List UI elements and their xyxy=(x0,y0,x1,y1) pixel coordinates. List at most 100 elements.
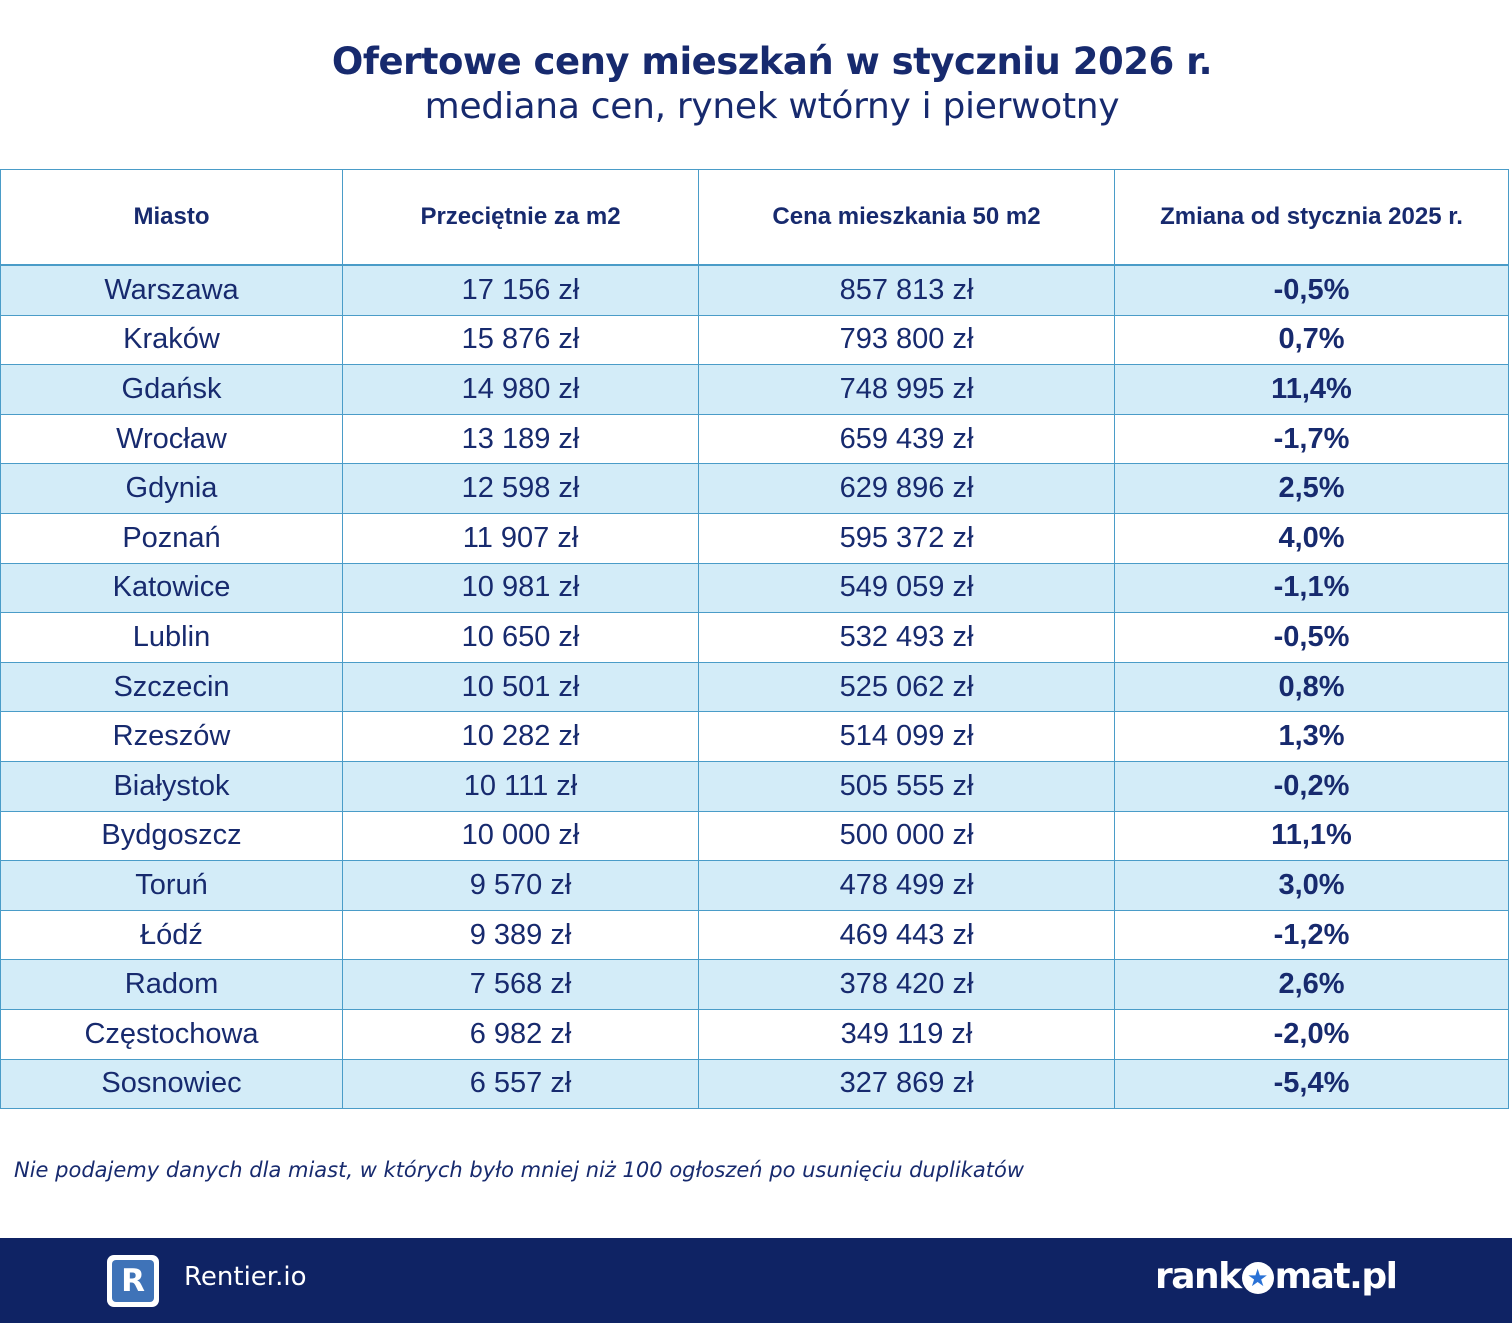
table-row: Radom 7 568 zł 378 420 zł 2,6% xyxy=(0,959,1509,1010)
cell-city: Toruń xyxy=(0,860,343,911)
table-row: Poznań 11 907 zł 595 372 zł 4,0% xyxy=(0,512,1509,564)
cell-price-50m2: 549 059 zł xyxy=(698,562,1115,614)
footer-bar: R Rentier.io rank ★ mat.pl xyxy=(0,1238,1512,1323)
cell-change: 1,3% xyxy=(1114,711,1509,762)
cell-city: Bydgoszcz xyxy=(0,810,343,862)
cell-city: Poznań xyxy=(0,512,343,564)
table-row: Częstochowa 6 982 zł 349 119 zł -2,0% xyxy=(0,1008,1509,1060)
cell-change: 4,0% xyxy=(1114,512,1509,564)
table-row: Rzeszów 10 282 zł 514 099 zł 1,3% xyxy=(0,711,1509,762)
cell-price-50m2: 748 995 zł xyxy=(698,364,1115,415)
cell-city: Sosnowiec xyxy=(0,1058,343,1110)
table-row: Bydgoszcz 10 000 zł 500 000 zł 11,1% xyxy=(0,810,1509,862)
cell-price-per-m2: 7 568 zł xyxy=(342,959,699,1010)
column-header-price-per-m2: Przeciętnie za m2 xyxy=(342,169,699,266)
cell-change: 11,4% xyxy=(1114,364,1509,415)
cell-change: 2,6% xyxy=(1114,959,1509,1010)
rankomat-logo-text-start: rank xyxy=(1155,1256,1242,1297)
cell-price-50m2: 469 443 zł xyxy=(698,909,1115,961)
cell-change: -0,2% xyxy=(1114,760,1509,812)
cell-price-per-m2: 6 557 zł xyxy=(342,1058,699,1110)
cell-price-per-m2: 6 982 zł xyxy=(342,1008,699,1060)
cell-price-50m2: 793 800 zł xyxy=(698,314,1115,366)
table-row: Kraków 15 876 zł 793 800 zł 0,7% xyxy=(0,314,1509,366)
cell-price-per-m2: 10 000 zł xyxy=(342,810,699,862)
column-header-change: Zmiana od stycznia 2025 r. xyxy=(1114,169,1509,266)
table-row: Katowice 10 981 zł 549 059 zł -1,1% xyxy=(0,562,1509,614)
table-row: Gdańsk 14 980 zł 748 995 zł 11,4% xyxy=(0,364,1509,415)
column-header-city: Miasto xyxy=(0,169,343,266)
rankomat-logo: rank ★ mat.pl xyxy=(1155,1256,1398,1297)
cell-city: Lublin xyxy=(0,612,343,663)
cell-price-50m2: 857 813 zł xyxy=(698,264,1115,316)
cell-price-per-m2: 10 501 zł xyxy=(342,661,699,713)
cell-change: 3,0% xyxy=(1114,860,1509,911)
rentier-logo-icon: R xyxy=(107,1255,159,1307)
table-row: Białystok 10 111 zł 505 555 zł -0,2% xyxy=(0,760,1509,812)
cell-price-per-m2: 11 907 zł xyxy=(342,512,699,564)
table-header-row: Miasto Przeciętnie za m2 Cena mieszkania… xyxy=(0,169,1509,266)
rentier-brand-name: Rentier.io xyxy=(184,1262,307,1292)
cell-price-per-m2: 15 876 zł xyxy=(342,314,699,366)
cell-city: Białystok xyxy=(0,760,343,812)
cell-price-50m2: 525 062 zł xyxy=(698,661,1115,713)
cell-price-50m2: 327 869 zł xyxy=(698,1058,1115,1110)
cell-price-per-m2: 9 389 zł xyxy=(342,909,699,961)
cell-city: Warszawa xyxy=(0,264,343,316)
cell-price-per-m2: 17 156 zł xyxy=(342,264,699,316)
cell-price-50m2: 500 000 zł xyxy=(698,810,1115,862)
table-body: Warszawa 17 156 zł 857 813 zł -0,5% Kraków 15… xyxy=(0,264,1509,1110)
table-row: Warszawa 17 156 zł 857 813 zł -0,5% xyxy=(0,264,1509,316)
cell-change: 0,8% xyxy=(1114,661,1509,713)
rentier-logo-letter: R xyxy=(112,1260,154,1302)
cell-price-per-m2: 12 598 zł xyxy=(342,463,699,514)
table-row: Lublin 10 650 zł 532 493 zł -0,5% xyxy=(0,612,1509,663)
cell-change: -1,2% xyxy=(1114,909,1509,961)
cell-price-per-m2: 14 980 zł xyxy=(342,364,699,415)
cell-change: 11,1% xyxy=(1114,810,1509,862)
column-header-price-50m2: Cena mieszkania 50 m2 xyxy=(698,169,1115,266)
cell-city: Wrocław xyxy=(0,413,343,465)
table-row: Gdynia 12 598 zł 629 896 zł 2,5% xyxy=(0,463,1509,514)
cell-price-50m2: 349 119 zł xyxy=(698,1008,1115,1060)
cell-price-50m2: 514 099 zł xyxy=(698,711,1115,762)
cell-price-50m2: 532 493 zł xyxy=(698,612,1115,663)
cell-city: Katowice xyxy=(0,562,343,614)
cell-city: Częstochowa xyxy=(0,1008,343,1060)
price-table: Miasto Przeciętnie za m2 Cena mieszkania… xyxy=(0,169,1509,1110)
header: Ofertowe ceny mieszkań w styczniu 2026 r… xyxy=(0,0,1512,168)
cell-price-50m2: 629 896 zł xyxy=(698,463,1115,514)
cell-city: Kraków xyxy=(0,314,343,366)
table-row: Łódź 9 389 zł 469 443 zł -1,2% xyxy=(0,909,1509,961)
cell-city: Gdynia xyxy=(0,463,343,514)
cell-price-50m2: 478 499 zł xyxy=(698,860,1115,911)
cell-city: Szczecin xyxy=(0,661,343,713)
rankomat-star-icon: ★ xyxy=(1241,1262,1274,1294)
cell-city: Gdańsk xyxy=(0,364,343,415)
cell-change: -0,5% xyxy=(1114,612,1509,663)
cell-price-per-m2: 10 282 zł xyxy=(342,711,699,762)
cell-change: 0,7% xyxy=(1114,314,1509,366)
cell-price-50m2: 378 420 zł xyxy=(698,959,1115,1010)
table-row: Szczecin 10 501 zł 525 062 zł 0,8% xyxy=(0,661,1509,713)
cell-change: -1,1% xyxy=(1114,562,1509,614)
cell-city: Łódź xyxy=(0,909,343,961)
cell-change: -2,0% xyxy=(1114,1008,1509,1060)
table-row: Toruń 9 570 zł 478 499 zł 3,0% xyxy=(0,860,1509,911)
cell-price-per-m2: 10 981 zł xyxy=(342,562,699,614)
rankomat-logo-text-end: mat.pl xyxy=(1274,1256,1398,1297)
page-title: Ofertowe ceny mieszkań w styczniu 2026 r… xyxy=(331,40,1213,83)
cell-change: -1,7% xyxy=(1114,413,1509,465)
footnote: Nie podajemy danych dla miast, w których… xyxy=(14,1158,1025,1182)
cell-change: -5,4% xyxy=(1114,1058,1509,1110)
cell-price-50m2: 595 372 zł xyxy=(698,512,1115,564)
cell-price-per-m2: 13 189 zł xyxy=(342,413,699,465)
cell-price-50m2: 659 439 zł xyxy=(698,413,1115,465)
table-row: Sosnowiec 6 557 zł 327 869 zł -5,4% xyxy=(0,1058,1509,1110)
cell-price-per-m2: 9 570 zł xyxy=(342,860,699,911)
cell-change: 2,5% xyxy=(1114,463,1509,514)
cell-city: Rzeszów xyxy=(0,711,343,762)
cell-change: -0,5% xyxy=(1114,264,1509,316)
cell-price-50m2: 505 555 zł xyxy=(698,760,1115,812)
table-row: Wrocław 13 189 zł 659 439 zł -1,7% xyxy=(0,413,1509,465)
